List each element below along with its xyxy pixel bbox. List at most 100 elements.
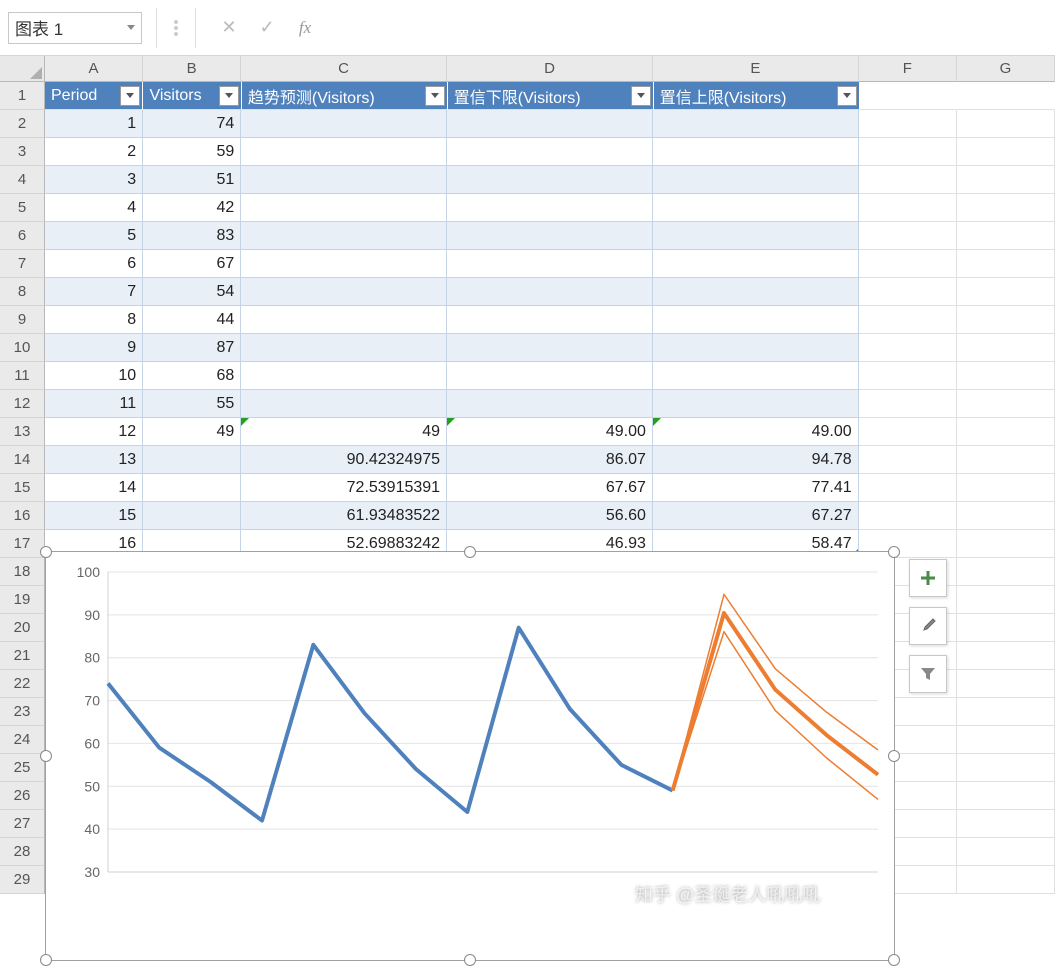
cell[interactable]: [447, 390, 653, 418]
cell[interactable]: [957, 642, 1055, 670]
cell[interactable]: [859, 362, 957, 390]
cell[interactable]: 42: [143, 194, 241, 222]
cell[interactable]: [241, 306, 447, 334]
row-header[interactable]: 3: [0, 138, 45, 166]
cell[interactable]: [859, 138, 957, 166]
filter-dropdown-button[interactable]: [631, 86, 651, 106]
name-box[interactable]: 图表 1: [8, 12, 142, 44]
column-header[interactable]: G: [957, 56, 1055, 82]
cell[interactable]: [957, 586, 1055, 614]
chart-filter-button[interactable]: [909, 655, 947, 693]
table-header-cell[interactable]: 趋势预测(Visitors): [242, 82, 448, 110]
cell[interactable]: [957, 250, 1055, 278]
cell[interactable]: 51: [143, 166, 241, 194]
cell[interactable]: [447, 250, 653, 278]
cell[interactable]: 9: [45, 334, 143, 362]
cell[interactable]: [957, 110, 1055, 138]
row-header[interactable]: 29: [0, 866, 45, 894]
cell[interactable]: [241, 390, 447, 418]
cell[interactable]: 5: [45, 222, 143, 250]
cell[interactable]: 56.60: [447, 502, 653, 530]
cell[interactable]: 68: [143, 362, 241, 390]
cell[interactable]: 72.53915391: [241, 474, 447, 502]
cell[interactable]: [447, 306, 653, 334]
cell[interactable]: [957, 82, 1055, 110]
cell[interactable]: [447, 194, 653, 222]
cell[interactable]: 74: [143, 110, 241, 138]
cell[interactable]: [957, 390, 1055, 418]
row-header[interactable]: 18: [0, 558, 45, 586]
chart-resize-handle[interactable]: [40, 750, 52, 762]
cell[interactable]: [653, 278, 859, 306]
cell[interactable]: [241, 110, 447, 138]
cell[interactable]: 67.67: [447, 474, 653, 502]
column-header[interactable]: B: [143, 56, 241, 82]
row-header[interactable]: 25: [0, 754, 45, 782]
formula-input[interactable]: [324, 12, 1055, 44]
cell[interactable]: 87: [143, 334, 241, 362]
cell[interactable]: [653, 110, 859, 138]
row-header[interactable]: 9: [0, 306, 45, 334]
cell[interactable]: [957, 558, 1055, 586]
cell[interactable]: [447, 278, 653, 306]
cell[interactable]: [241, 362, 447, 390]
table-header-cell[interactable]: 置信上限(Visitors): [654, 82, 860, 110]
chart-resize-handle[interactable]: [40, 546, 52, 558]
cell[interactable]: [653, 166, 859, 194]
cell[interactable]: [957, 278, 1055, 306]
row-header[interactable]: 2: [0, 110, 45, 138]
cell[interactable]: 1: [45, 110, 143, 138]
cell[interactable]: 49: [143, 418, 241, 446]
cell[interactable]: 11: [45, 390, 143, 418]
row-header[interactable]: 17: [0, 530, 45, 558]
cell[interactable]: [860, 82, 958, 110]
cell[interactable]: 94.78: [653, 446, 859, 474]
cell[interactable]: 10: [45, 362, 143, 390]
cell[interactable]: 49: [241, 418, 447, 446]
cell[interactable]: 67: [143, 250, 241, 278]
table-header-cell[interactable]: 置信下限(Visitors): [448, 82, 654, 110]
column-header[interactable]: C: [241, 56, 447, 82]
cell[interactable]: [447, 110, 653, 138]
cell[interactable]: 44: [143, 306, 241, 334]
row-header[interactable]: 10: [0, 334, 45, 362]
cell[interactable]: 49.00: [447, 418, 653, 446]
cell[interactable]: [957, 810, 1055, 838]
column-header[interactable]: E: [653, 56, 859, 82]
row-header[interactable]: 27: [0, 810, 45, 838]
row-header[interactable]: 8: [0, 278, 45, 306]
cell[interactable]: [859, 278, 957, 306]
cell[interactable]: 54: [143, 278, 241, 306]
chart-resize-handle[interactable]: [40, 954, 52, 966]
cell[interactable]: 61.93483522: [241, 502, 447, 530]
row-header[interactable]: 24: [0, 726, 45, 754]
cell[interactable]: [957, 838, 1055, 866]
cell[interactable]: [957, 222, 1055, 250]
cell[interactable]: [859, 166, 957, 194]
cell[interactable]: [957, 754, 1055, 782]
chart-style-button[interactable]: [909, 607, 947, 645]
cell[interactable]: [957, 166, 1055, 194]
row-header[interactable]: 1: [0, 82, 45, 110]
cell[interactable]: [653, 362, 859, 390]
cell[interactable]: 55: [143, 390, 241, 418]
cell[interactable]: [143, 474, 241, 502]
cell[interactable]: 3: [45, 166, 143, 194]
chart-resize-handle[interactable]: [464, 546, 476, 558]
cell[interactable]: [957, 782, 1055, 810]
accept-formula-button[interactable]: ✓: [252, 13, 282, 43]
cell[interactable]: [957, 530, 1055, 558]
cell[interactable]: [447, 166, 653, 194]
filter-dropdown-button[interactable]: [837, 86, 857, 106]
chart-resize-handle[interactable]: [464, 954, 476, 966]
cell[interactable]: [957, 698, 1055, 726]
column-header[interactable]: F: [859, 56, 957, 82]
row-header[interactable]: 19: [0, 586, 45, 614]
cell[interactable]: [957, 670, 1055, 698]
cell[interactable]: [957, 446, 1055, 474]
row-header[interactable]: 7: [0, 250, 45, 278]
cell[interactable]: 77.41: [653, 474, 859, 502]
cell[interactable]: [653, 194, 859, 222]
table-header-cell[interactable]: Visitors: [143, 82, 241, 110]
cell[interactable]: [653, 250, 859, 278]
